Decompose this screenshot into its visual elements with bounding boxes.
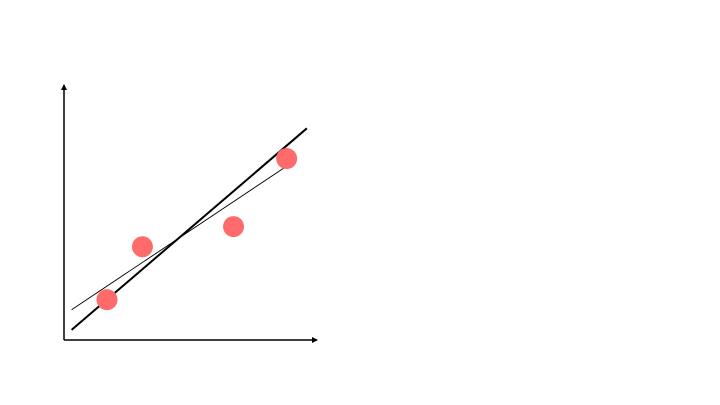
data-point-1	[96, 289, 118, 311]
data-points	[96, 148, 298, 311]
fit-line-thin	[71, 160, 295, 311]
data-point-2	[131, 236, 153, 258]
data-point-3	[223, 216, 245, 238]
axes	[61, 84, 318, 343]
data-point-4	[276, 148, 298, 170]
